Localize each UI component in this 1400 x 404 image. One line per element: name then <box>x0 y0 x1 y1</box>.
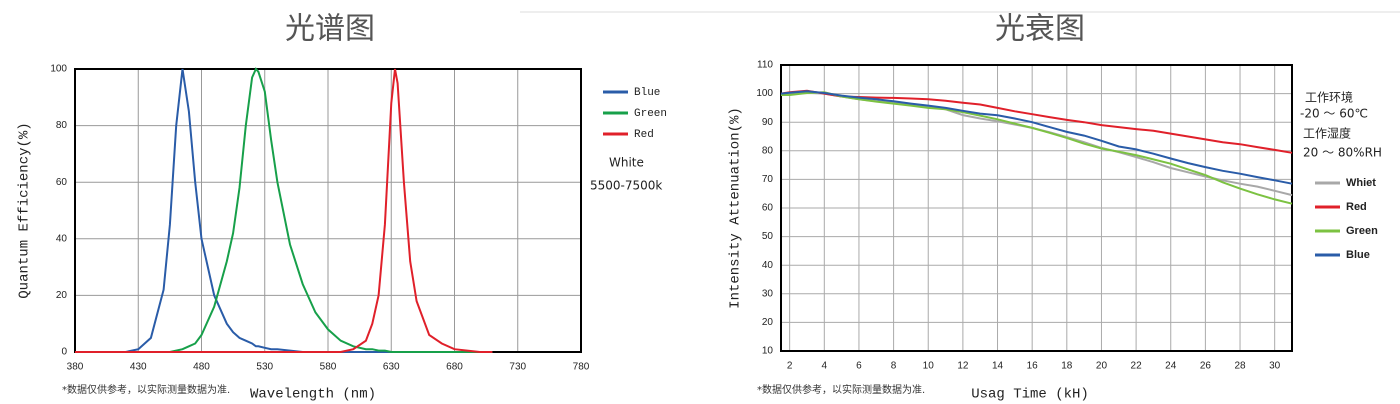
y-tick-label: 80 <box>56 120 68 131</box>
y-tick-label: 40 <box>56 233 68 244</box>
legend-label: Red <box>1346 201 1367 213</box>
series-line <box>75 68 493 353</box>
x-tick-label: 480 <box>193 362 210 373</box>
x-axis-label: Wavelength (nm) <box>250 387 376 403</box>
x-tick-label: 12 <box>957 361 969 372</box>
x-tick-label: 630 <box>383 362 400 373</box>
y-tick-label: 100 <box>756 88 773 99</box>
x-tick-label: 30 <box>1269 361 1281 372</box>
y-tick-label: 20 <box>56 290 68 301</box>
y-axis-label: Quantum Efficiency(%) <box>17 122 33 298</box>
y-tick-label: 80 <box>762 145 774 156</box>
y-tick-label: 60 <box>762 203 774 214</box>
y-tick-label: 40 <box>762 260 774 271</box>
y-tick-label: 20 <box>762 317 774 328</box>
x-tick-label: 530 <box>256 362 273 373</box>
y-tick-label: 110 <box>757 60 773 71</box>
x-axis-label: Usag Time (kH) <box>971 387 1089 403</box>
x-tick-label: 26 <box>1200 361 1212 372</box>
x-tick-label: 6 <box>856 361 862 372</box>
annotation: 5500-7500k <box>590 179 662 193</box>
y-tick-label: 10 <box>762 346 774 357</box>
annotation: -20 ～ 60℃ <box>1300 107 1368 121</box>
chart-title: 光衰图 <box>995 12 1085 47</box>
series-line <box>75 67 493 353</box>
footnote: *数据仅供参考，以实际测量数据为准. <box>757 383 925 396</box>
x-tick-label: 680 <box>446 362 463 373</box>
y-axis-label: Intensity Attenuation(%) <box>728 107 744 309</box>
legend-label: Green <box>1346 225 1378 237</box>
x-tick-label: 18 <box>1061 361 1073 372</box>
annotation: 20 ～ 80%RH <box>1303 146 1382 160</box>
x-tick-label: 24 <box>1165 361 1177 372</box>
x-tick-label: 2 <box>787 361 793 372</box>
x-tick-label: 16 <box>1027 361 1039 372</box>
y-tick-label: 0 <box>61 347 67 358</box>
y-tick-label: 90 <box>762 117 774 128</box>
x-tick-label: 580 <box>320 362 337 373</box>
x-tick-label: 780 <box>573 362 590 373</box>
x-tick-label: 4 <box>822 361 828 372</box>
x-tick-label: 20 <box>1096 361 1108 372</box>
y-tick-label: 100 <box>50 64 67 75</box>
x-tick-label: 730 <box>509 362 526 373</box>
x-tick-label: 10 <box>923 361 935 372</box>
series-line <box>780 90 1293 185</box>
y-tick-label: 30 <box>762 288 774 299</box>
legend-label: Red <box>634 129 654 141</box>
y-tick-label: 50 <box>762 231 774 242</box>
legend-label: Blue <box>1346 249 1370 261</box>
annotation: White <box>609 156 644 170</box>
legend-label: Blue <box>634 87 660 99</box>
x-tick-label: 380 <box>67 362 84 373</box>
series-line <box>781 91 1293 205</box>
legend-label: Green <box>634 108 667 120</box>
footnote: *数据仅供参考，以实际测量数据为准. <box>62 383 230 396</box>
annotation: 工作环境 <box>1305 90 1353 105</box>
chart-title: 光谱图 <box>285 12 375 47</box>
y-tick-label: 70 <box>762 174 774 185</box>
plot-frame <box>780 64 1293 352</box>
x-tick-label: 14 <box>992 361 1004 372</box>
x-tick-label: 28 <box>1234 361 1246 372</box>
x-tick-label: 22 <box>1131 361 1143 372</box>
x-tick-label: 430 <box>130 362 147 373</box>
y-tick-label: 60 <box>56 177 68 188</box>
legend-label: Whiet <box>1346 177 1376 189</box>
annotation: 工作湿度 <box>1303 126 1351 141</box>
x-tick-label: 8 <box>891 361 897 372</box>
